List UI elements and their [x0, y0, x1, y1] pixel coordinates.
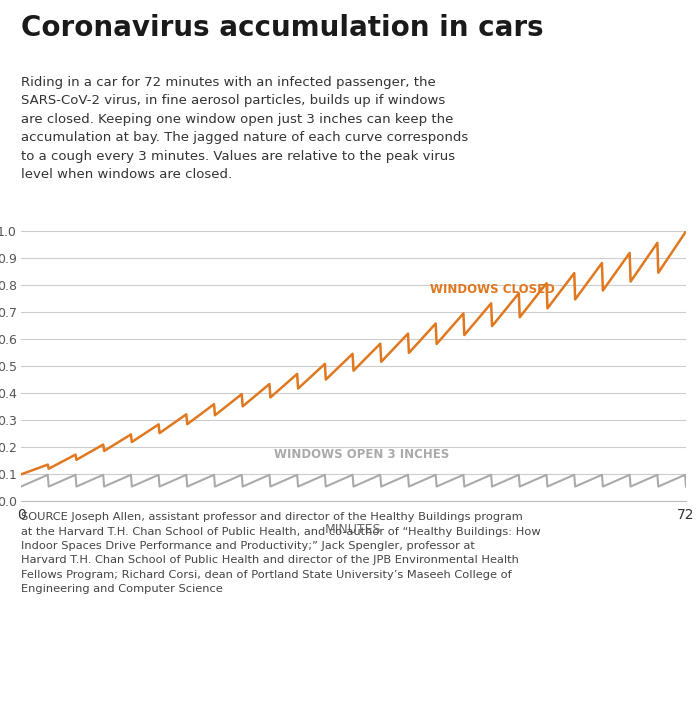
Text: WINDOWS OPEN 3 INCHES: WINDOWS OPEN 3 INCHES — [274, 448, 449, 461]
Text: Coronavirus accumulation in cars: Coronavirus accumulation in cars — [21, 14, 544, 42]
Text: SOURCE Joseph Allen, assistant professor and director of the Healthy Buildings p: SOURCE Joseph Allen, assistant professor… — [21, 512, 540, 594]
Text: MINUTES: MINUTES — [326, 523, 382, 536]
Text: WINDOWS CLOSED: WINDOWS CLOSED — [430, 283, 555, 296]
Text: Riding in a car for 72 minutes with an infected passenger, the
SARS-CoV-2 virus,: Riding in a car for 72 minutes with an i… — [21, 76, 468, 182]
